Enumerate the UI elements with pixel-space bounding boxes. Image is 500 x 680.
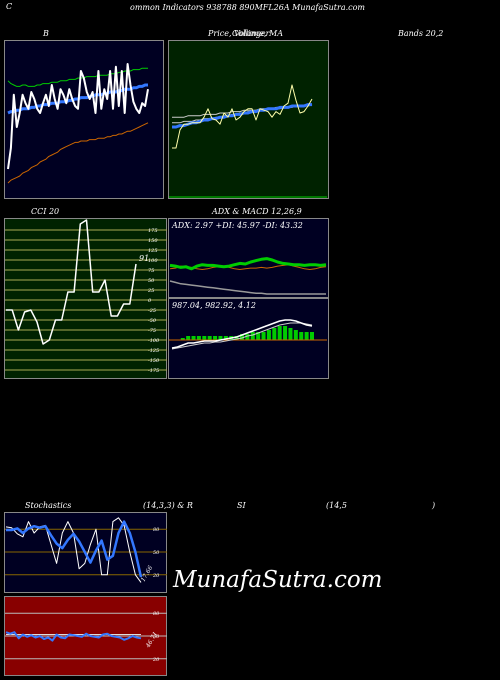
- cci-tick-label: -75: [148, 328, 156, 334]
- price-panel: [168, 40, 329, 199]
- macd-histogram-bar: [218, 336, 223, 340]
- adx-plus-di-line: [169, 257, 327, 271]
- macd-values: 987.04, 982.92, 4.12: [172, 301, 256, 310]
- stoch-tick-label: 80: [153, 527, 160, 533]
- adx-line: [169, 280, 326, 295]
- macd-histogram-bar: [266, 330, 271, 340]
- cci-tick-label: 0: [148, 298, 152, 304]
- bollinger-label-right: Bands 20,2: [398, 29, 444, 38]
- macd-line: [171, 319, 313, 349]
- macd-histogram-bar: [202, 336, 207, 340]
- header-title: ommon Indicators 938788 890MFL26A Munafa…: [130, 3, 366, 12]
- stoch-label-mid: (14,3,3) & R: [143, 501, 193, 510]
- stoch-tick-label: 50: [153, 550, 160, 556]
- bollinger-panel: [4, 40, 164, 199]
- bollinger-label-mid: Price, Volume, MA: [208, 29, 284, 38]
- header-c: C: [6, 2, 13, 11]
- stoch-label-left: Stochastics: [25, 501, 72, 510]
- bollinger-upper-band: [7, 67, 148, 87]
- stoch-label-si: SI: [237, 501, 246, 510]
- macd-histogram-bar: [261, 332, 266, 340]
- rsi-tick-label: 80: [153, 611, 160, 617]
- rsi-tick-label: 50: [153, 634, 160, 640]
- cci-tick-label: -125: [148, 348, 159, 354]
- bollinger-label-overlay: Collinger: [232, 29, 270, 38]
- watermark: MunafaSutra.com: [173, 567, 383, 593]
- macd-histogram-bar: [310, 332, 314, 340]
- macd-histogram-bar: [213, 336, 218, 340]
- macd-histogram-bar: [196, 336, 201, 340]
- cci-tick-label: -50: [148, 318, 157, 324]
- bollinger-background: [4, 40, 164, 199]
- macd-histogram-bar: [180, 338, 185, 340]
- cci-panel: 175 150 125 100 75 50 25 0 -25 -50 -75 -100 -125 -150…: [4, 218, 167, 379]
- bollinger-lower-band: [7, 122, 149, 184]
- cci-tick-label: 100: [148, 258, 158, 264]
- price-line: [172, 84, 313, 149]
- cci-tick-label: -175: [148, 368, 159, 374]
- cci-tick-label: 25: [147, 288, 154, 294]
- adx-panel: ADX: 2.97 +DI: 45.97 -DI: 43.32: [168, 218, 329, 298]
- cci-background: [4, 218, 167, 379]
- macd-histogram-bar: [223, 336, 228, 340]
- bollinger-price-line: [7, 63, 149, 170]
- macd-histogram-bar: [293, 330, 298, 340]
- cci-tick-label: -25: [148, 308, 156, 314]
- price-background: [168, 40, 329, 199]
- cci-tick-label: 125: [148, 248, 158, 254]
- cci-tick-label: -150: [148, 358, 160, 364]
- macd-panel: 987.04, 982.92, 4.12: [168, 298, 329, 379]
- macd-histogram-bar: [299, 332, 304, 340]
- macd-histogram-bar: [304, 332, 309, 340]
- cci-value-label: 91: [139, 254, 149, 263]
- macd-histogram-bar: [240, 334, 244, 340]
- cci-title: CCI 20: [31, 207, 60, 216]
- adx-background: [168, 218, 329, 298]
- macd-histogram-bar: [277, 326, 282, 340]
- macd-histogram-bar: [288, 328, 293, 340]
- stoch-label-paren: ): [432, 501, 436, 510]
- stoch-label-params: (14,5: [326, 501, 347, 510]
- macd-histogram-bar: [256, 332, 261, 340]
- macd-histogram-bar: [186, 336, 191, 340]
- adx-macd-title: ADX & MACD 12,26,9: [212, 207, 302, 216]
- cci-tick-label: -100: [148, 338, 160, 344]
- macd-histogram-bar: [283, 326, 288, 340]
- macd-histogram-bar: [272, 328, 277, 340]
- cci-tick-label: 150: [148, 238, 158, 244]
- adx-minus-di-line: [169, 264, 327, 270]
- stoch-d-line: [6, 520, 143, 578]
- macd-histogram-bar: [245, 334, 250, 340]
- macd-signal-line: [171, 322, 313, 350]
- macd-histogram-bar: [207, 336, 212, 340]
- rsi-line: [5, 631, 142, 642]
- cci-tick-label: 50: [148, 278, 155, 284]
- cci-tick-label: 75: [148, 268, 154, 274]
- macd-histogram-bar: [250, 332, 255, 340]
- bollinger-label-left: B: [43, 29, 49, 38]
- macd-histogram-bar: [234, 336, 239, 340]
- stoch-tick-label: 20: [152, 573, 160, 579]
- rsi-tick-label: 20: [152, 657, 160, 663]
- cci-tick-label: 175: [148, 228, 158, 234]
- macd-histogram-bar: [191, 336, 196, 340]
- adx-values: ADX: 2.97 +DI: 45.97 -DI: 43.32: [171, 221, 303, 230]
- cci-line: [6, 219, 137, 345]
